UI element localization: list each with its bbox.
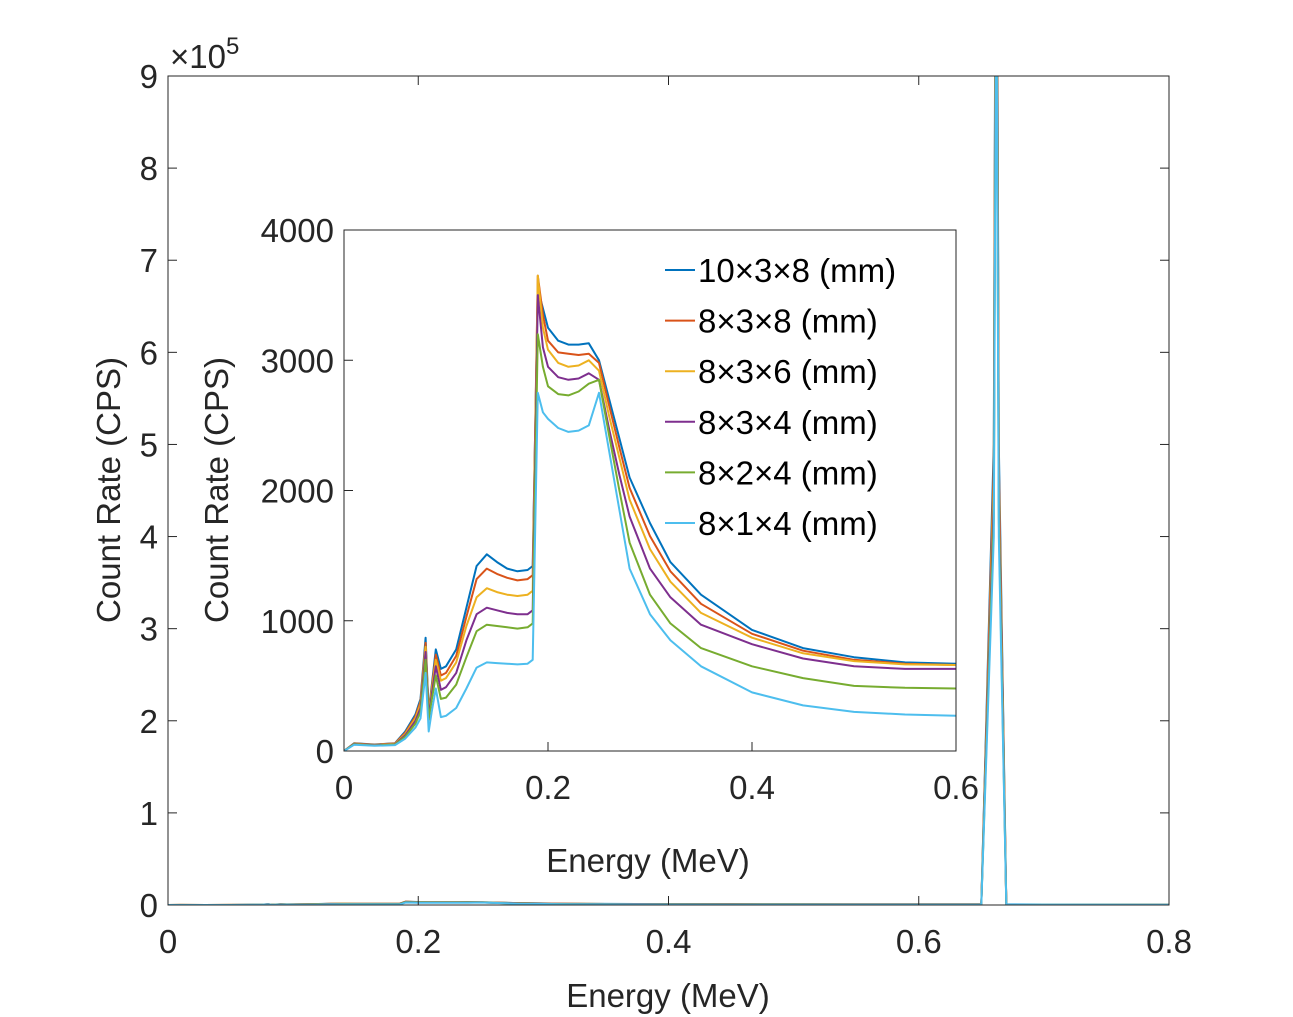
main-y-tick-label: 5 <box>140 426 158 463</box>
y-exponent-power: 5 <box>226 33 239 60</box>
main-y-axis-label: Count Rate (CPS) <box>90 357 127 623</box>
legend-label-5: 8×1×4 (mm) <box>698 505 878 542</box>
legend-label-1: 8×3×8 (mm) <box>698 303 878 340</box>
legend-label-3: 8×3×4 (mm) <box>698 404 878 441</box>
inset-x-axis-label: Energy (MeV) <box>546 842 750 879</box>
inset-y-tick-label: 3000 <box>261 342 334 379</box>
main-y-tick-label: 3 <box>140 611 158 648</box>
main-y-tick-label: 4 <box>140 519 158 556</box>
inset-series-line-5 <box>344 391 956 751</box>
inset-x-tick-label: 0 <box>335 769 353 806</box>
inset-x-tick-label: 0.4 <box>729 769 775 806</box>
legend-label-2: 8×3×6 (mm) <box>698 353 878 390</box>
inset-y-tick-label: 2000 <box>261 473 334 510</box>
main-ticks: 0 0.2 0.4 0.6 0.8 0 1 2 3 4 5 6 7 8 9 <box>140 58 1192 960</box>
legend-label-0: 10×3×8 (mm) <box>698 252 896 289</box>
main-y-tick-label: 2 <box>140 703 158 740</box>
main-y-tick-label: 8 <box>140 150 158 187</box>
main-x-tick-label: 0.8 <box>1146 923 1192 960</box>
inset-ticks: 0 0.2 0.4 0.6 0 1000 2000 3000 4000 <box>261 212 979 806</box>
inset-y-axis-label: Count Rate (CPS) <box>198 357 235 623</box>
main-axes: 0 0.2 0.4 0.6 0.8 0 1 2 3 4 5 6 7 8 9 Energy (MeV) Cou… <box>90 33 1192 1014</box>
main-x-tick-label: 0.4 <box>646 923 692 960</box>
y-exponent-label: ×105 <box>170 33 239 75</box>
main-y-tick-label: 9 <box>140 58 158 95</box>
main-y-tick-label: 1 <box>140 795 158 832</box>
inset-x-tick-label: 0.6 <box>933 769 979 806</box>
legend-label-4: 8×2×4 (mm) <box>698 454 878 491</box>
inset-background <box>344 230 956 751</box>
main-x-tick-label: 0.6 <box>896 923 942 960</box>
main-y-tick-label: 6 <box>140 334 158 371</box>
inset-series-line-4 <box>344 333 956 751</box>
legend: 10×3×8 (mm) 8×3×8 (mm) 8×3×6 (mm) 8×3×4 (mm… <box>665 252 896 542</box>
main-y-tick-label: 0 <box>140 887 158 924</box>
inset-y-tick-label: 4000 <box>261 212 334 249</box>
inset-axes: 0 0.2 0.4 0.6 0 1000 2000 3000 4000 Energy (MeV)… <box>198 212 979 879</box>
inset-y-tick-label: 1000 <box>261 603 334 640</box>
inset-x-tick-label: 0.2 <box>525 769 571 806</box>
inset-y-tick-label: 0 <box>316 733 334 770</box>
main-x-axis-label: Energy (MeV) <box>566 977 770 1014</box>
inset-plot-lines <box>344 274 956 751</box>
y-exponent-base: ×10 <box>170 38 226 75</box>
main-y-tick-label: 7 <box>140 242 158 279</box>
main-x-tick-label: 0.2 <box>395 923 441 960</box>
main-x-tick-label: 0 <box>159 923 177 960</box>
